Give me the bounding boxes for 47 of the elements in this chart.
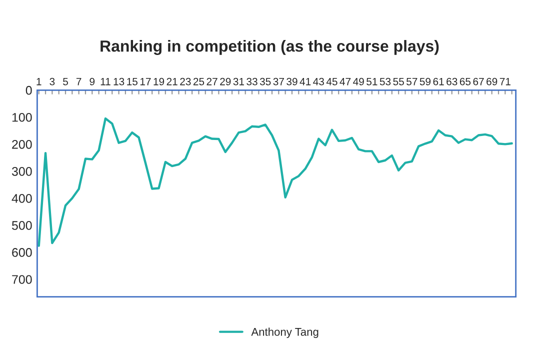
x-tick-label: 19 [154, 78, 164, 86]
x-tick-label: 43 [313, 78, 324, 86]
y-tick-label: 500 [12, 221, 32, 230]
y-tick-label: 200 [12, 140, 32, 149]
x-tick-label: 37 [273, 78, 284, 86]
x-tick-label: 61 [433, 78, 444, 86]
x-tick-label: 21 [166, 78, 178, 86]
chart-title: Ranking in competition (as the course plays) [100, 40, 439, 55]
x-tick-label: 35 [260, 78, 271, 86]
x-tick-label: 25 [193, 78, 204, 86]
x-tick-label: 69 [486, 78, 498, 86]
x-tick-label: 41 [300, 78, 311, 86]
x-tick-label: 29 [220, 78, 231, 86]
x-tick-label: 7 [76, 78, 82, 86]
x-tick-label: 31 [233, 78, 244, 86]
y-tick-label: 100 [12, 112, 32, 122]
x-tick-label: 39 [286, 78, 298, 86]
x-tick-label: 53 [380, 78, 391, 86]
x-tick-label: 59 [420, 78, 431, 86]
x-tick-label: 51 [366, 78, 378, 86]
x-tick-label: 45 [326, 78, 338, 86]
x-tick-label: 9 [90, 78, 95, 86]
x-tick-label: 1 [36, 78, 42, 86]
x-tick-label: 55 [393, 78, 404, 86]
x-tick-label: 65 [460, 78, 471, 86]
x-tick-label: 11 [100, 78, 110, 86]
x-tick-label: 71 [500, 78, 510, 86]
x-tick-label: 27 [206, 78, 218, 86]
y-tick-label: 600 [12, 248, 32, 257]
x-tick-label: 5 [63, 78, 68, 86]
x-tick-label: 57 [406, 78, 418, 86]
x-tick-label: 67 [473, 78, 484, 86]
x-tick-label: 63 [446, 78, 458, 86]
x-tick-label: 15 [127, 78, 138, 86]
x-tick-label: 23 [180, 78, 191, 86]
x-tick-label: 33 [246, 78, 258, 86]
x-tick-label: 47 [340, 78, 351, 86]
y-tick-label: 0 [26, 86, 32, 95]
y-tick-label: 400 [12, 194, 32, 203]
x-tick-label: 17 [140, 78, 151, 86]
line-series [38, 117, 513, 247]
y-tick-label: 700 [12, 275, 32, 284]
x-tick-label: 3 [50, 78, 55, 86]
x-tick-label: 13 [114, 78, 124, 86]
x-tick-label: 49 [353, 78, 364, 86]
y-tick-label: 300 [12, 166, 32, 176]
legend-label: Anthony Tang [251, 328, 318, 338]
